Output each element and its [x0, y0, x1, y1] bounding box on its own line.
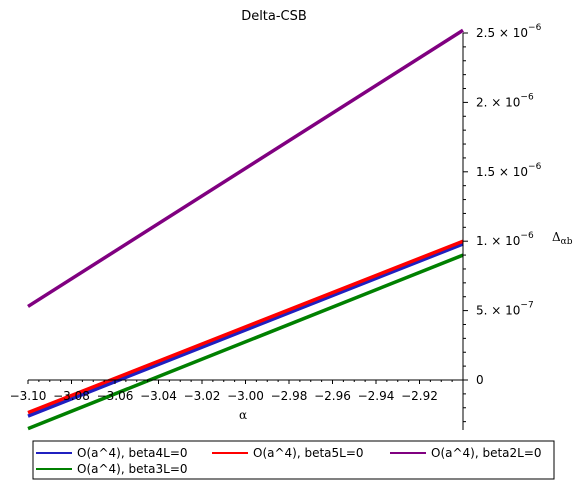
legend-label: O(a^4), beta4L=0 — [77, 446, 188, 460]
x-tick-label: −2.94 — [358, 389, 395, 403]
series-line-1 — [27, 242, 464, 418]
series-line-3 — [27, 28, 464, 308]
x-tick-label: −3.02 — [184, 389, 221, 403]
x-tick-label: −2.98 — [271, 389, 308, 403]
x-tick-label: −3.08 — [53, 389, 90, 403]
x-tick-label: −2.92 — [401, 389, 438, 403]
x-tick-label: −3.10 — [10, 389, 47, 403]
y-tick-label: 5. × 10−7 — [476, 301, 534, 318]
chart-title: Delta-CSB — [241, 9, 307, 24]
y-axis-label-symbol: Δ — [552, 230, 561, 244]
legend-box — [32, 440, 555, 480]
y-tick-label: 0 — [476, 373, 484, 387]
y-axis-label: Δαb — [552, 230, 573, 247]
y-tick-label: 1.5 × 10−6 — [476, 162, 542, 179]
x-tick-label: −2.96 — [314, 389, 351, 403]
legend-label: O(a^4), beta3L=0 — [77, 462, 188, 476]
legend-label: O(a^4), beta5L=0 — [253, 446, 364, 460]
series-layer — [27, 28, 464, 431]
y-axis-label-subscript: αb — [561, 237, 573, 247]
y-tick-label: 2. × 10−6 — [476, 92, 534, 109]
series-line-4 — [27, 253, 464, 431]
y-tick-label: 2.5 × 10−6 — [476, 23, 542, 40]
x-ticks: −3.10 −3.08 −3.06 −3.04 −3.02 −3.00 −2.98 −2.96… — [10, 380, 453, 403]
x-axis-label: α — [239, 408, 247, 422]
x-tick-label: −3.06 — [97, 389, 134, 403]
y-tick-label: 1. × 10−6 — [476, 231, 534, 248]
series-line-2 — [27, 239, 464, 415]
x-tick-label: −3.00 — [227, 389, 264, 403]
legend-label: O(a^4), beta2L=0 — [431, 446, 542, 460]
y-ticks: 0 5. × 10−7 1. × 10−6 1.5 × 10−6 2. × 10−6 2.… — [463, 23, 542, 423]
legend: O(a^4), beta4L=0 O(a^4), beta5L=0 O(a^4), … — [32, 440, 555, 480]
x-tick-label: −3.04 — [140, 389, 177, 403]
